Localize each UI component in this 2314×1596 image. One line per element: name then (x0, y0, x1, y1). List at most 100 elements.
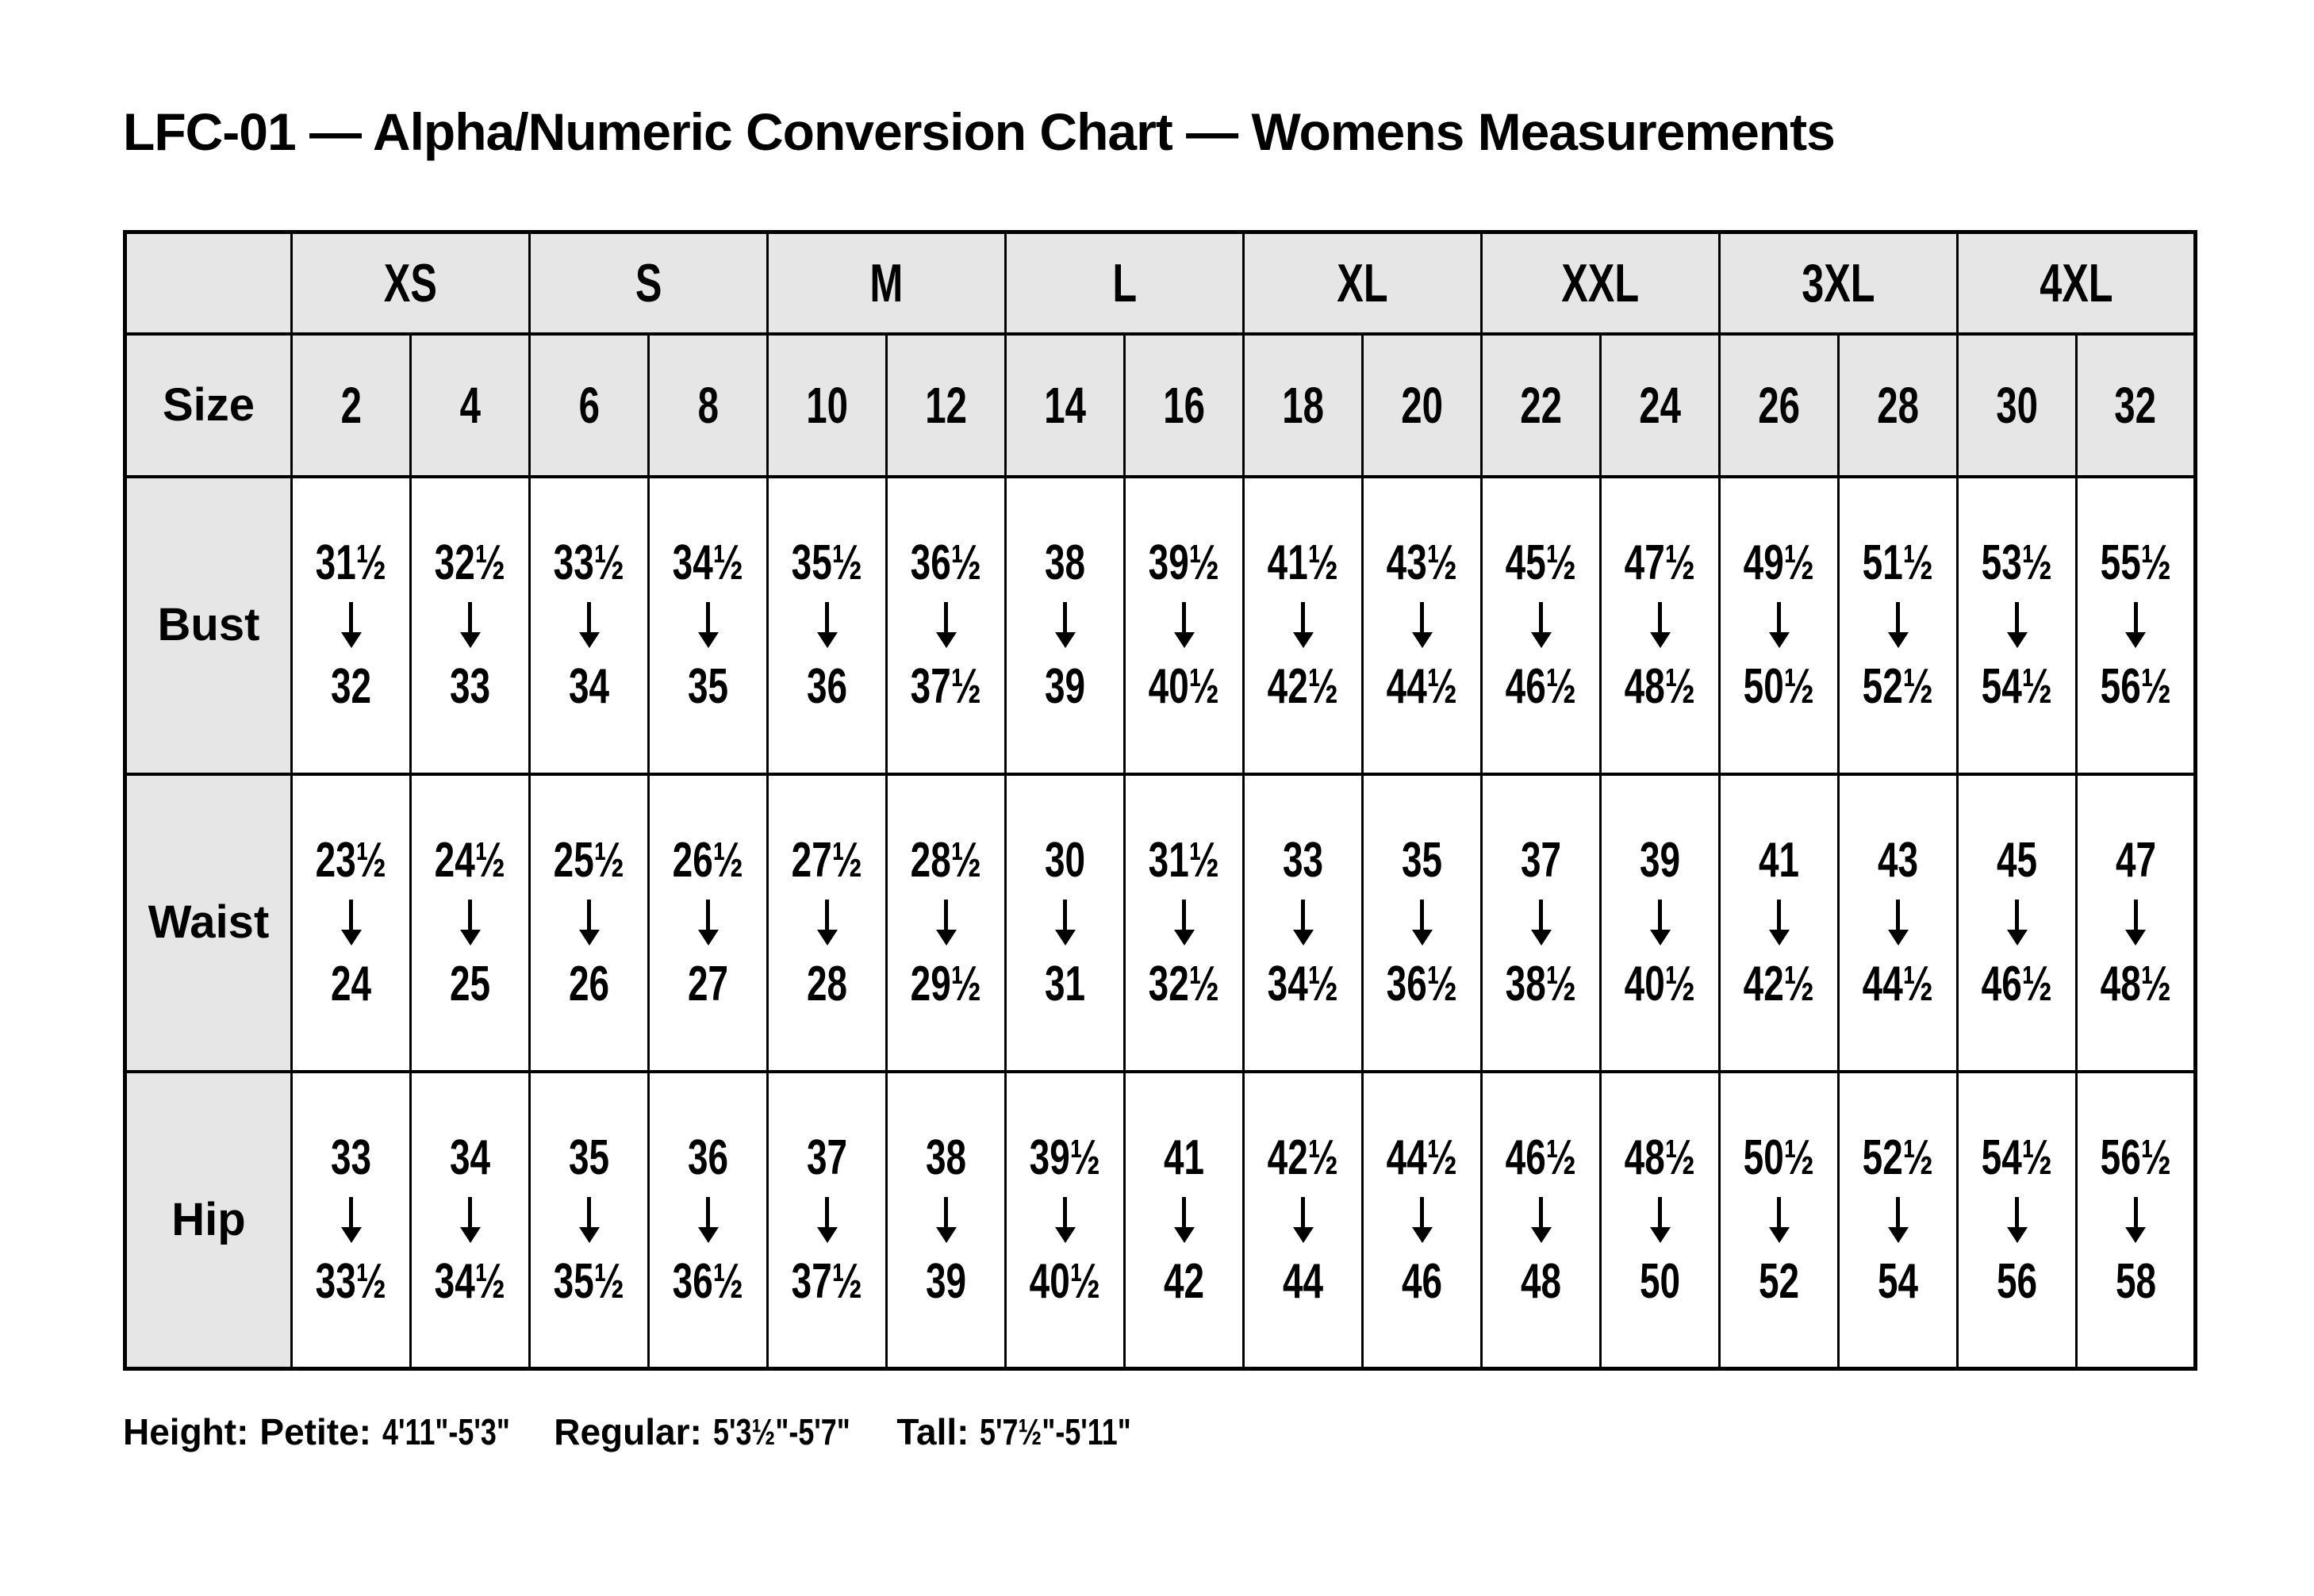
alpha-size-label: XXL (1561, 252, 1640, 313)
waist-row: Waist 23½ 24 24½ 25 25½ 26 26½ 27 27½ 28 28½ 29½ 30 31… (124, 772, 2197, 1073)
measurement-cell: 54½ 56 (1956, 1069, 2078, 1371)
measurement-cell: 52½ 54 (1837, 1069, 1959, 1371)
measurement-from: 41 (1163, 1130, 1205, 1185)
measurement-to: 52½ (1862, 659, 1934, 714)
measurement-cell: 37 38½ (1480, 772, 1602, 1073)
measurement-from: 23½ (315, 833, 387, 888)
measurement-cell: 56½ 58 (2075, 1069, 2197, 1371)
measurement-cell-inner: 34½ 35 (650, 539, 766, 712)
measurement-cell: 25½ 26 (528, 772, 650, 1073)
measurement-cell: 39½ 40½ (1123, 474, 1245, 776)
measurement-to: 25 (449, 957, 491, 1011)
measurement-to: 46 (1402, 1253, 1443, 1309)
measurement-cell-inner: 31½ 32 (293, 539, 409, 712)
numeric-size-cell: 6 (528, 332, 650, 478)
measurement-cell: 34½ 35 (647, 474, 769, 776)
measurement-cell: 35 36½ (1361, 772, 1483, 1073)
measurement-from: 41½ (1267, 535, 1339, 590)
measurement-cell-inner: 41½ 42½ (1245, 539, 1361, 712)
arrow-down-icon (1539, 602, 1544, 632)
measurement-from: 36 (687, 1130, 729, 1185)
measurement-from: 38 (925, 1130, 967, 1185)
measurement-cell: 35½ 36 (766, 474, 888, 776)
measurement-from: 38 (1044, 535, 1086, 590)
arrow-down-icon (1896, 900, 1901, 930)
measurement-cell: 33½ 34 (528, 474, 650, 776)
height-petite-label: Petite: (259, 1411, 372, 1452)
height-tall-label: Tall: (896, 1411, 969, 1452)
measurement-to: 54 (1878, 1253, 1919, 1309)
arrow-down-icon (1301, 1196, 1306, 1227)
measurement-from: 39 (1640, 833, 1681, 888)
alpha-size-header-s: S (528, 230, 769, 336)
measurement-cell-inner: 39½ 40½ (1007, 1133, 1123, 1306)
measurement-cell: 49½ 50½ (1718, 474, 1840, 776)
measurement-cell: 38 39 (885, 1069, 1007, 1371)
height-entries: Petite: 4'11"-5'3" Regular: 5'3½"-5'7" Tall:… (259, 1410, 1182, 1453)
measurement-cell: 44½ 46 (1361, 1069, 1483, 1371)
measurement-cell-inner: 39 40½ (1602, 836, 1718, 1009)
height-value-text: 4'11"-5'3" (382, 1411, 510, 1452)
measurement-to: 58 (2115, 1253, 2156, 1309)
measurement-cell-inner: 47½ 48½ (1602, 539, 1718, 712)
measurement-from: 56½ (2100, 1130, 2171, 1185)
measurement-cell-inner: 54½ 56 (1959, 1130, 2075, 1306)
measurement-to: 34 (568, 659, 610, 714)
measurement-cell-inner: 41 42½ (1721, 836, 1837, 1009)
measurement-to: 28 (806, 957, 848, 1011)
measurement-cell-inner: 36 36½ (650, 1130, 766, 1309)
measurement-cell: 43½ 44½ (1361, 474, 1483, 776)
measurement-cell: 31½ 32½ (1123, 772, 1245, 1073)
measurement-to: 34½ (1267, 957, 1339, 1011)
measurement-from: 35½ (791, 535, 863, 590)
arrow-down-icon (2015, 900, 2020, 930)
measurement-from: 42½ (1267, 1130, 1339, 1185)
measurement-cell-inner: 36½ 37½ (888, 539, 1004, 712)
measurement-cell-inner: 55½ 56½ (2078, 539, 2193, 712)
measurement-cell: 42½ 44 (1242, 1069, 1364, 1371)
measurement-cell: 33 33½ (290, 1069, 412, 1371)
measurement-to: 33½ (315, 1253, 387, 1309)
measurement-cell-inner: 37 37½ (769, 1133, 885, 1306)
measurement-to: 36½ (672, 1253, 744, 1309)
arrow-down-icon (587, 1196, 591, 1227)
alpha-size-label: L (1112, 252, 1137, 313)
numeric-size-row: Size 2 4 6 8 10 12 14 16 18 20 22 24 26 28 30 32 (124, 332, 2197, 478)
numeric-size-cell: 4 (409, 332, 531, 478)
measurement-to: 42½ (1267, 659, 1339, 714)
measurement-from: 34 (449, 1130, 491, 1185)
numeric-size-value: 20 (1401, 376, 1443, 434)
measurement-cell-inner: 49½ 50½ (1721, 539, 1837, 712)
measurement-from: 54½ (1981, 1130, 2053, 1185)
measurement-to: 39 (1044, 659, 1086, 714)
measurement-from: 46½ (1505, 1130, 1577, 1185)
arrow-down-icon (1777, 1196, 1782, 1227)
arrow-down-icon (1420, 900, 1425, 930)
numeric-size-value: 8 (697, 376, 719, 434)
measurement-from: 27½ (791, 833, 863, 888)
measurement-to: 46½ (1505, 659, 1577, 714)
arrow-down-icon (1063, 602, 1068, 632)
alpha-size-label: M (869, 252, 904, 313)
measurement-to: 48½ (2100, 957, 2171, 1011)
numeric-size-value: 18 (1282, 376, 1324, 434)
measurement-to: 31 (1044, 957, 1086, 1011)
measurement-cell: 47 48½ (2075, 772, 2197, 1073)
measurement-to: 32½ (1148, 957, 1220, 1011)
numeric-size-cell: 20 (1361, 332, 1483, 478)
numeric-size-value: 30 (1996, 376, 2038, 434)
measurement-cell-inner: 25½ 26 (531, 836, 647, 1009)
measurement-to: 32 (330, 659, 372, 714)
measurement-from: 50½ (1743, 1130, 1815, 1185)
measurement-cell-inner: 34 34½ (412, 1130, 528, 1306)
numeric-size-cell: 2 (290, 332, 412, 478)
arrow-down-icon (349, 602, 353, 632)
alpha-size-row: XS S M L XL XXL 3XL 4XL (124, 230, 2197, 336)
arrow-down-icon (825, 1196, 830, 1227)
numeric-size-value: 10 (806, 376, 848, 434)
alpha-size-label: XS (383, 252, 438, 313)
measurement-to: 39 (925, 1253, 967, 1309)
numeric-size-cell: 32 (2075, 332, 2197, 478)
arrow-down-icon (706, 1196, 710, 1227)
height-regular-value: 5'3½"-5'7" (713, 1410, 889, 1453)
